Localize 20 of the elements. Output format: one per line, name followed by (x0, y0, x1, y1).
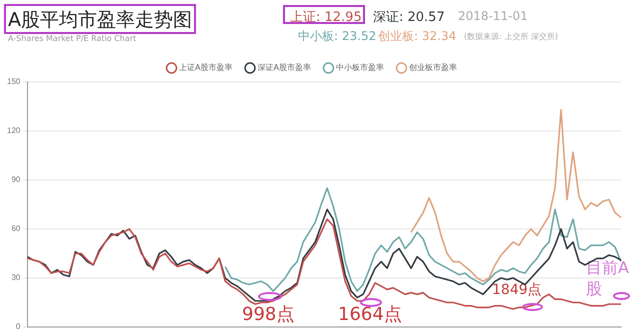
text: 2018-11-01 (458, 9, 528, 23)
y-tick-label: 0 (16, 322, 21, 332)
legend-label: 中小板市盈率 (336, 63, 384, 72)
text: 中小板: 23.52 (298, 28, 376, 45)
y-tick-label: 90 (11, 175, 21, 184)
annotation: 1849点 (492, 281, 542, 299)
y-tick-label: 60 (11, 224, 21, 234)
chart-subtitle: A-Shares Market P/E Ratio Chart (8, 34, 136, 43)
y-tick-label: 120 (6, 126, 21, 136)
y-tick-label: 30 (11, 273, 21, 282)
annotation: 1664点 (338, 303, 402, 326)
text: 深证: 20.57 (373, 9, 445, 26)
legend-label: 创业板市盈率 (408, 63, 457, 72)
annotation: 998点 (242, 303, 294, 326)
y-tick-label: 150 (6, 77, 21, 86)
text: 上证: 12.95 (290, 9, 362, 26)
legend-label: 深证A股市盈率 (258, 63, 311, 72)
legend-label: 上证A股市盈率 (179, 63, 233, 72)
text: 创业板: 32.34 (378, 28, 456, 45)
text: (数据来源: 上交所 深交所) (464, 31, 558, 42)
